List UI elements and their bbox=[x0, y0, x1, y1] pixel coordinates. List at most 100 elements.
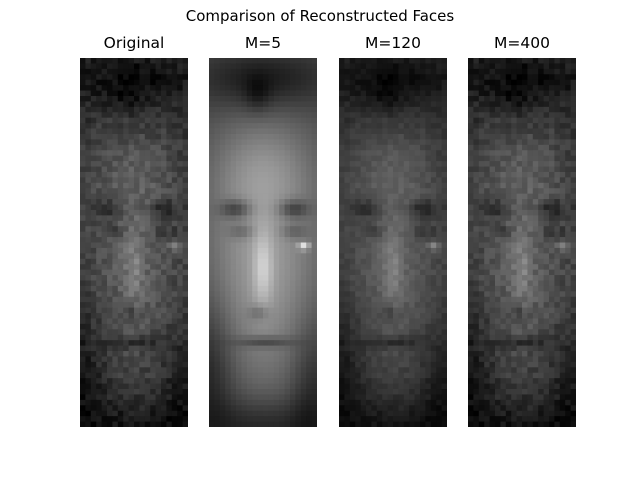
pixel bbox=[236, 226, 242, 233]
pixel bbox=[484, 79, 490, 86]
pixel bbox=[516, 226, 523, 233]
pixel bbox=[538, 155, 544, 162]
pixel bbox=[409, 383, 415, 390]
pixel bbox=[139, 101, 146, 108]
pixel bbox=[366, 182, 372, 189]
pixel bbox=[441, 79, 447, 86]
pixel bbox=[182, 242, 188, 249]
pixel bbox=[478, 237, 485, 243]
pixel bbox=[268, 166, 275, 173]
pixel bbox=[209, 209, 215, 216]
pixel bbox=[376, 155, 383, 162]
pixel bbox=[96, 367, 102, 374]
pixel bbox=[565, 247, 571, 254]
pixel bbox=[344, 144, 351, 151]
pixel bbox=[236, 79, 242, 86]
pixel bbox=[177, 90, 183, 97]
pixel bbox=[128, 150, 135, 157]
pixel bbox=[268, 193, 275, 200]
pixel bbox=[273, 95, 280, 102]
pixel bbox=[107, 209, 113, 216]
pixel bbox=[339, 367, 345, 374]
pixel bbox=[403, 85, 410, 91]
pixel bbox=[339, 237, 345, 243]
pixel bbox=[420, 313, 426, 319]
pixel bbox=[425, 269, 432, 276]
pixel bbox=[112, 275, 119, 281]
pixel bbox=[263, 155, 269, 162]
pixel bbox=[177, 356, 183, 363]
pixel bbox=[489, 204, 496, 211]
pixel bbox=[257, 63, 264, 70]
pixel bbox=[144, 199, 151, 205]
pixel bbox=[543, 209, 550, 216]
pixel bbox=[128, 264, 135, 271]
pixel bbox=[241, 340, 248, 347]
pixel bbox=[112, 144, 119, 151]
pixel bbox=[473, 139, 480, 146]
pixel bbox=[225, 307, 231, 314]
pixel bbox=[150, 285, 156, 292]
pixel bbox=[139, 296, 146, 303]
pixel bbox=[295, 378, 302, 384]
pixel bbox=[128, 389, 135, 395]
pixel bbox=[241, 389, 248, 395]
pixel bbox=[236, 63, 242, 70]
pixel bbox=[360, 367, 367, 374]
pixel bbox=[398, 177, 405, 184]
pixel bbox=[85, 139, 92, 146]
pixel bbox=[559, 209, 566, 216]
pixel bbox=[344, 253, 351, 260]
pixel bbox=[134, 345, 140, 352]
pixel bbox=[300, 307, 307, 314]
pixel bbox=[273, 166, 280, 173]
pixel bbox=[339, 334, 345, 341]
pixel bbox=[366, 340, 372, 347]
pixel bbox=[107, 323, 113, 330]
pixel bbox=[565, 112, 571, 119]
pixel bbox=[144, 166, 151, 173]
pixel bbox=[495, 139, 501, 146]
pixel bbox=[505, 285, 512, 292]
pixel bbox=[360, 378, 367, 384]
pixel bbox=[409, 139, 415, 146]
pixel bbox=[144, 421, 151, 427]
pixel bbox=[128, 340, 135, 347]
pixel bbox=[366, 334, 372, 341]
pixel bbox=[393, 90, 399, 97]
pixel bbox=[549, 150, 555, 157]
pixel bbox=[155, 383, 162, 390]
pixel bbox=[349, 302, 356, 309]
pixel bbox=[344, 394, 351, 401]
pixel bbox=[161, 74, 167, 81]
pixel bbox=[177, 399, 183, 406]
pixel bbox=[107, 280, 113, 287]
pixel bbox=[382, 285, 388, 292]
pixel bbox=[344, 285, 351, 292]
pixel bbox=[570, 231, 576, 238]
pixel bbox=[522, 144, 528, 151]
pixel bbox=[166, 128, 173, 135]
pixel bbox=[489, 155, 496, 162]
pixel bbox=[128, 101, 135, 108]
pixel bbox=[430, 280, 437, 287]
pixel bbox=[161, 182, 167, 189]
pixel bbox=[436, 378, 442, 384]
pixel bbox=[414, 242, 421, 249]
pixel bbox=[171, 361, 178, 368]
pixel bbox=[360, 372, 367, 379]
pixel bbox=[90, 188, 97, 195]
pixel bbox=[219, 150, 226, 157]
pixel bbox=[177, 340, 183, 347]
pixel bbox=[246, 220, 253, 227]
pixel bbox=[101, 285, 108, 292]
pixel bbox=[420, 123, 426, 129]
pixel bbox=[349, 367, 356, 374]
pixel bbox=[209, 231, 215, 238]
pixel bbox=[371, 237, 378, 243]
pixel bbox=[398, 389, 405, 395]
pixel bbox=[268, 378, 275, 384]
pixel bbox=[484, 85, 490, 91]
pixel bbox=[268, 139, 275, 146]
pixel bbox=[554, 204, 561, 211]
